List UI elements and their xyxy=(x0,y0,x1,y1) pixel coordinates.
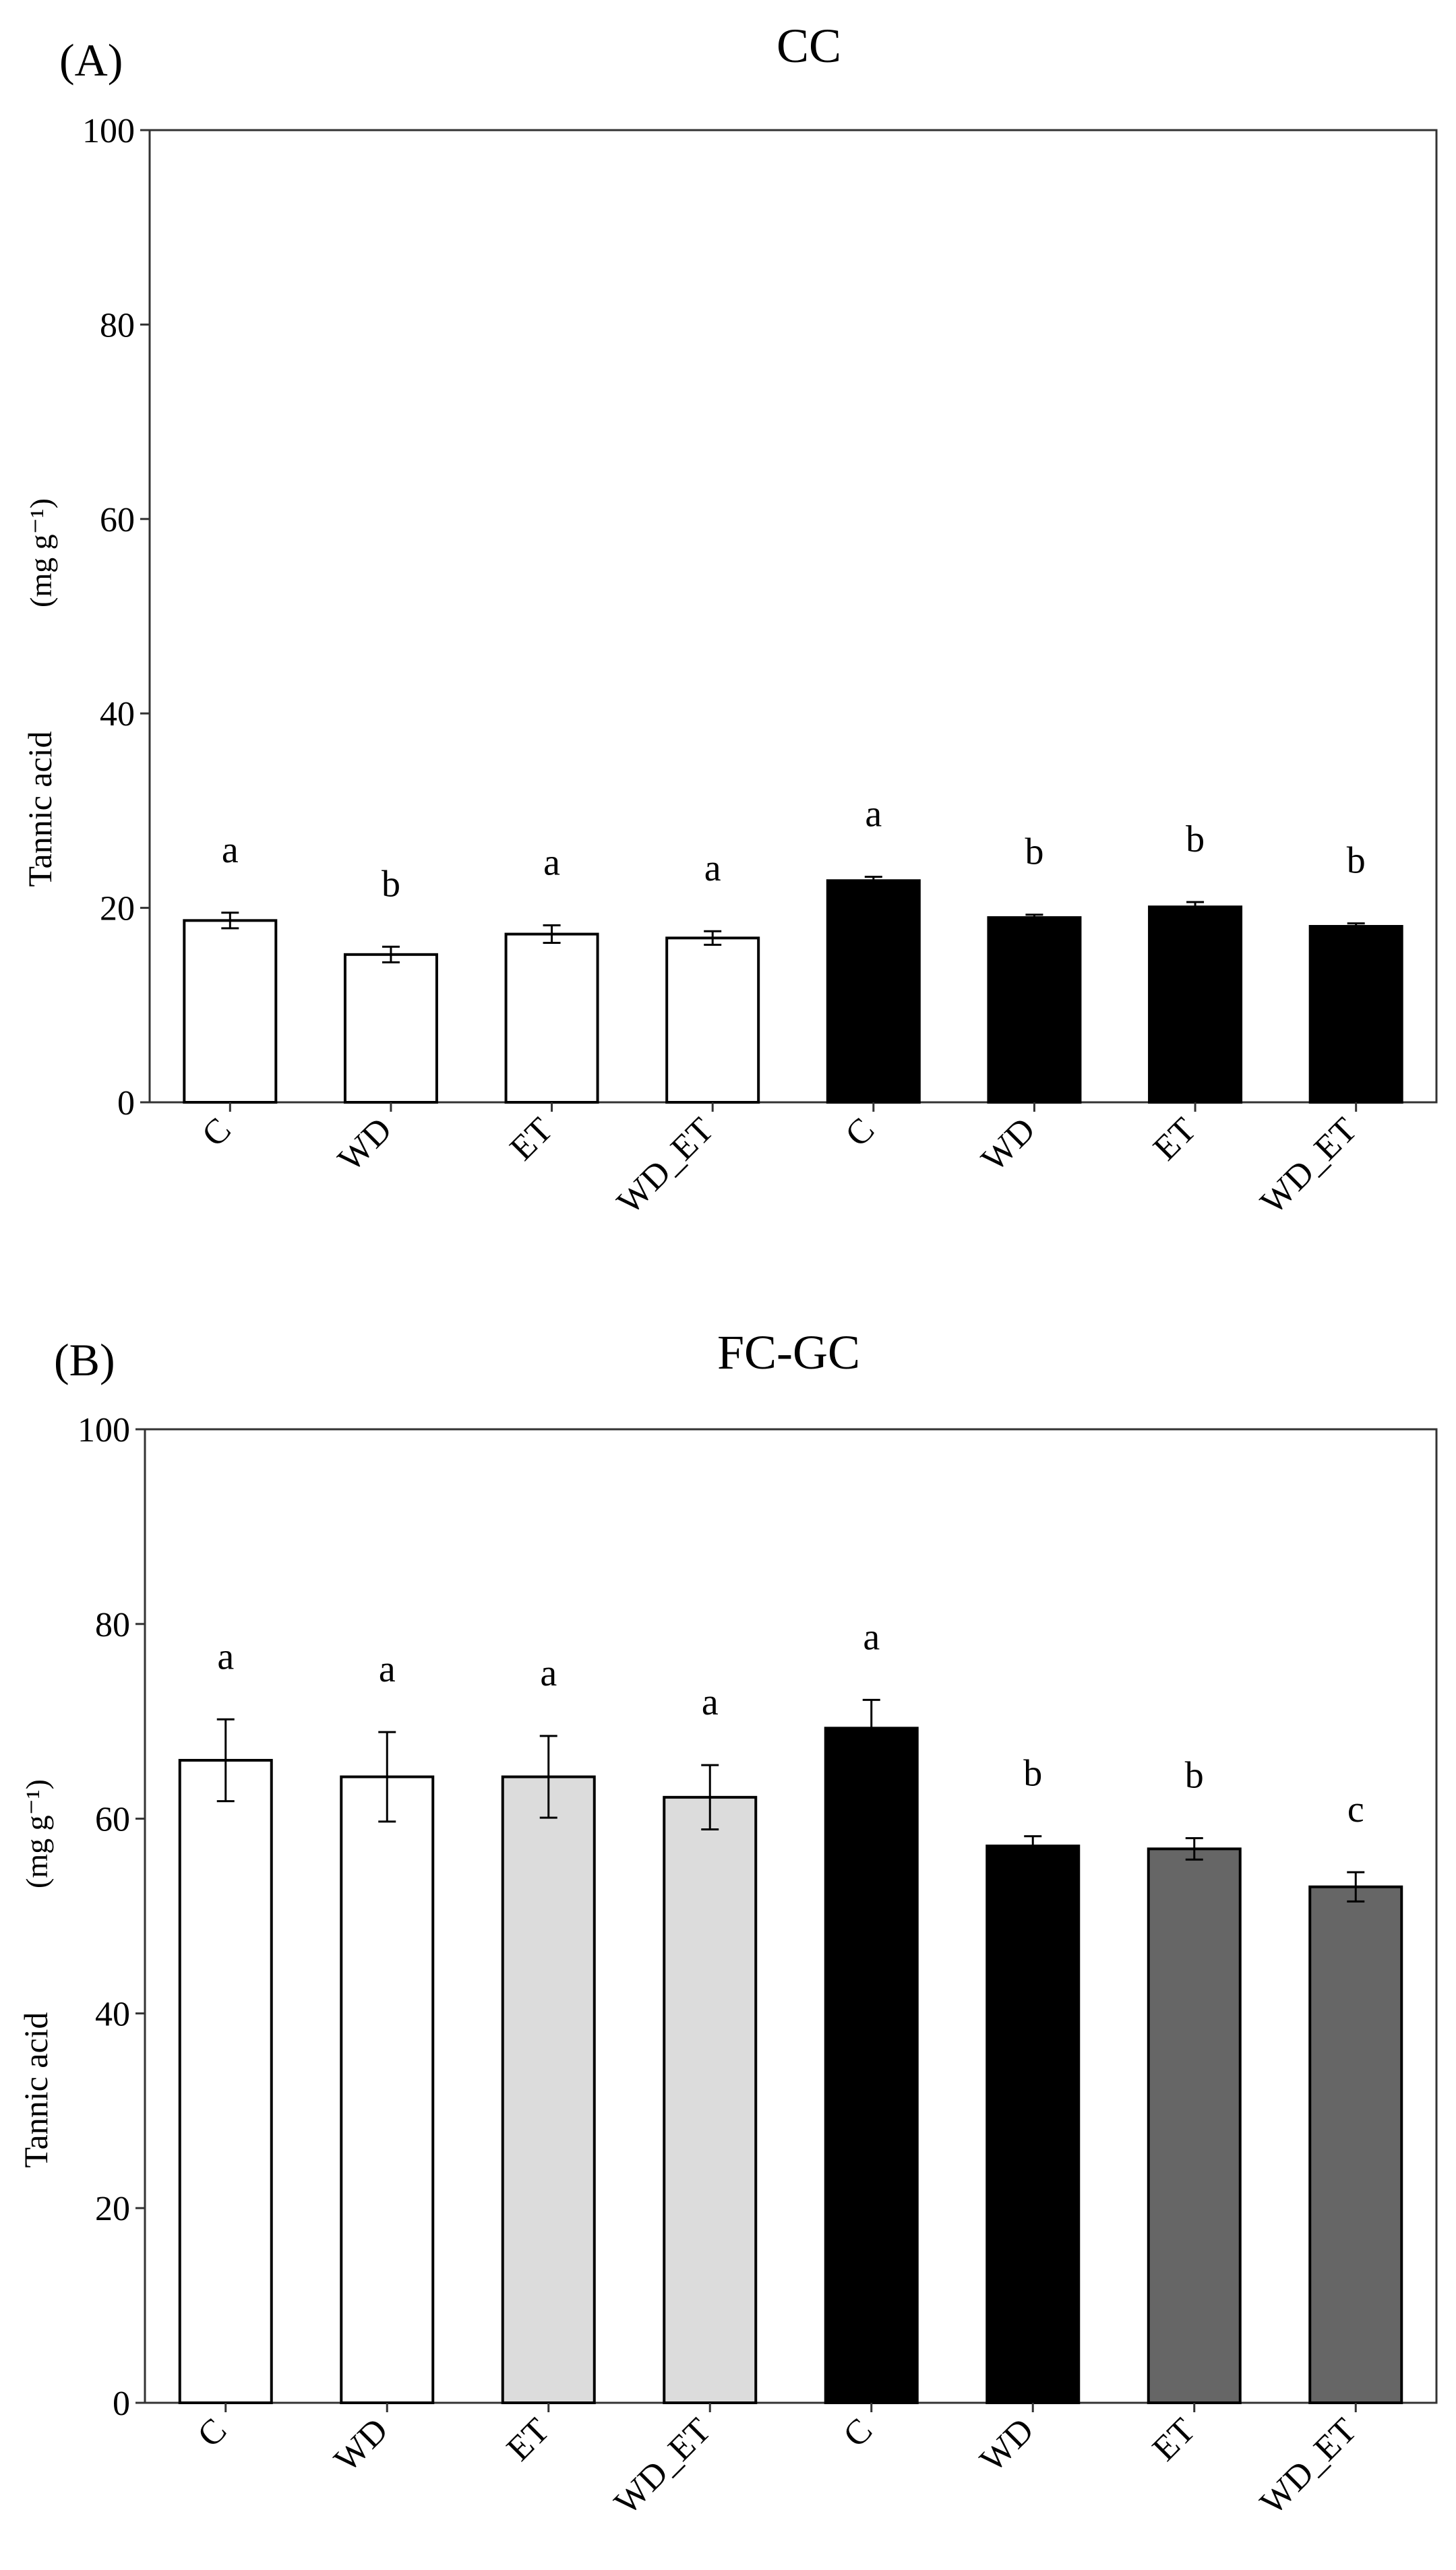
significance-label: a xyxy=(702,1681,719,1723)
y-axis-unit: (mg g⁻¹) xyxy=(24,498,58,607)
y-tick-label: 100 xyxy=(78,1411,130,1450)
bar xyxy=(826,879,921,1104)
chart-title: CC xyxy=(777,19,841,73)
significance-label: a xyxy=(865,793,882,835)
y-tick-label: 80 xyxy=(100,306,135,345)
bar xyxy=(824,1727,919,2405)
bar xyxy=(985,1845,1081,2404)
panel-label: (A) xyxy=(59,34,123,86)
significance-label: b xyxy=(1025,831,1043,873)
y-tick-label: 100 xyxy=(82,112,135,150)
y-tick-label: 20 xyxy=(95,2190,130,2228)
significance-label: b xyxy=(382,863,400,905)
bar xyxy=(987,916,1082,1104)
bar xyxy=(178,1758,273,2404)
bar xyxy=(1308,1885,1403,2404)
significance-label: b xyxy=(1186,818,1205,860)
y-tick-label: 40 xyxy=(95,1995,130,2033)
significance-label: b xyxy=(1185,1754,1204,1796)
significance-label: a xyxy=(543,842,560,884)
bar xyxy=(343,953,438,1104)
y-tick-label: 60 xyxy=(95,1801,130,1839)
significance-label: b xyxy=(1023,1753,1042,1795)
bar xyxy=(183,919,278,1104)
y-axis-title: Tannic acid (mg g⁻¹) xyxy=(17,1779,55,2168)
bar xyxy=(1147,1847,1242,2404)
y-axis-label: Tannic acid xyxy=(21,731,59,887)
y-tick-label: 60 xyxy=(100,501,135,539)
significance-label: a xyxy=(379,1648,396,1690)
bar xyxy=(1308,924,1403,1104)
bar xyxy=(665,936,760,1104)
y-axis-label: Tannic acid xyxy=(17,2012,55,2168)
y-tick-label: 20 xyxy=(100,890,135,928)
plot-frame xyxy=(144,1428,1438,2404)
panel-label: (B) xyxy=(54,1334,115,1385)
significance-label: b xyxy=(1347,840,1366,882)
chart-title: FC-GC xyxy=(717,1325,860,1379)
bar xyxy=(340,1775,435,2405)
significance-label: c xyxy=(1347,1789,1364,1830)
y-tick-label: 80 xyxy=(95,1606,130,1644)
significance-label: a xyxy=(540,1652,557,1694)
bar xyxy=(1148,905,1243,1104)
plot-frame xyxy=(148,129,1438,1104)
y-axis-unit: (mg g⁻¹) xyxy=(20,1779,54,1888)
bar xyxy=(663,1795,758,2405)
y-axis-title: Tannic acid (mg g⁻¹) xyxy=(21,498,59,887)
bar xyxy=(504,932,599,1104)
y-tick-label: 40 xyxy=(100,695,135,734)
significance-label: a xyxy=(863,1616,880,1658)
significance-label: a xyxy=(217,1636,234,1677)
y-tick-label: 0 xyxy=(117,1084,135,1123)
significance-label: a xyxy=(704,847,721,889)
y-tick-label: 0 xyxy=(113,2385,130,2423)
bar xyxy=(501,1775,596,2405)
significance-label: a xyxy=(222,829,239,871)
